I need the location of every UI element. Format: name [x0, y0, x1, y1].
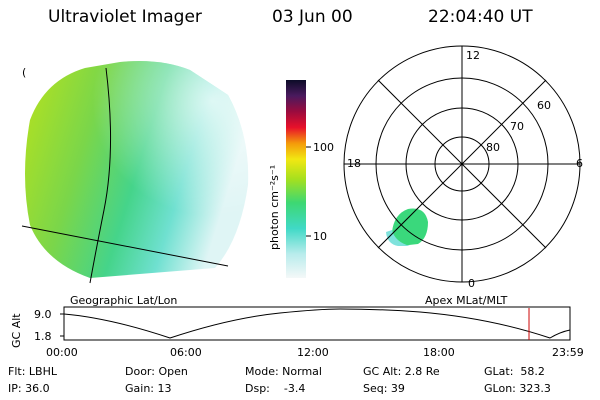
filter-status: Flt: LBHL — [8, 365, 57, 378]
mlt-label-0: 0 — [468, 277, 475, 290]
mode-status: Mode: Normal — [245, 365, 322, 378]
ytick-label-1.8: 1.8 — [34, 330, 52, 343]
corner-mark: ( — [22, 66, 27, 79]
polar-label: Apex MLat/MLT — [425, 294, 508, 307]
geographic-label: Geographic Lat/Lon — [70, 294, 178, 307]
gc-alt-status: GC Alt: 2.8 Re — [363, 365, 440, 378]
time-label: 22:04:40 UT — [428, 7, 533, 27]
xtick-label-0600: 06:00 — [170, 346, 202, 359]
colorbar-gradient — [286, 80, 306, 278]
app-title: Ultraviolet Imager — [48, 7, 202, 27]
seq-status: Seq: 39 — [363, 382, 405, 395]
glat-status: GLat: 58.2 — [484, 365, 545, 378]
altitude-plot-frame — [63, 306, 571, 341]
altitude-ylabel: GC Alt — [10, 313, 23, 348]
xtick-label-2359: 23:59 — [552, 346, 584, 359]
door-status: Door: Open — [125, 365, 188, 378]
mlt-diagonal-2 — [377, 79, 547, 249]
dsp-status: Dsp: -3.4 — [245, 382, 306, 395]
xtick-label-1800: 18:00 — [423, 346, 455, 359]
mlt-label-12: 12 — [466, 49, 480, 62]
ytick-label-9: 9.0 — [34, 308, 52, 321]
mlt-label-18: 18 — [347, 157, 361, 170]
uv-earth-disc — [25, 61, 249, 278]
mlt-label-6: 6 — [576, 157, 583, 170]
colorbar-tick-label-10: 10 — [313, 230, 327, 243]
mlat-label-60: 60 — [537, 99, 551, 112]
colorbar-tick-label-100: 100 — [313, 141, 334, 154]
latitude-line — [21, 225, 229, 267]
date-label: 03 Jun 00 — [272, 7, 353, 27]
altitude-curve — [63, 308, 571, 339]
mlat-label-80: 80 — [486, 141, 500, 154]
meridian-line — [89, 67, 112, 284]
glon-status: GLon: 323.3 — [484, 382, 551, 395]
xtick-label-0000: 00:00 — [46, 346, 78, 359]
gain-status: Gain: 13 — [125, 382, 172, 395]
xtick-label-1200: 12:00 — [297, 346, 329, 359]
mlat-label-70: 70 — [510, 120, 524, 133]
ip-status: IP: 36.0 — [8, 382, 50, 395]
